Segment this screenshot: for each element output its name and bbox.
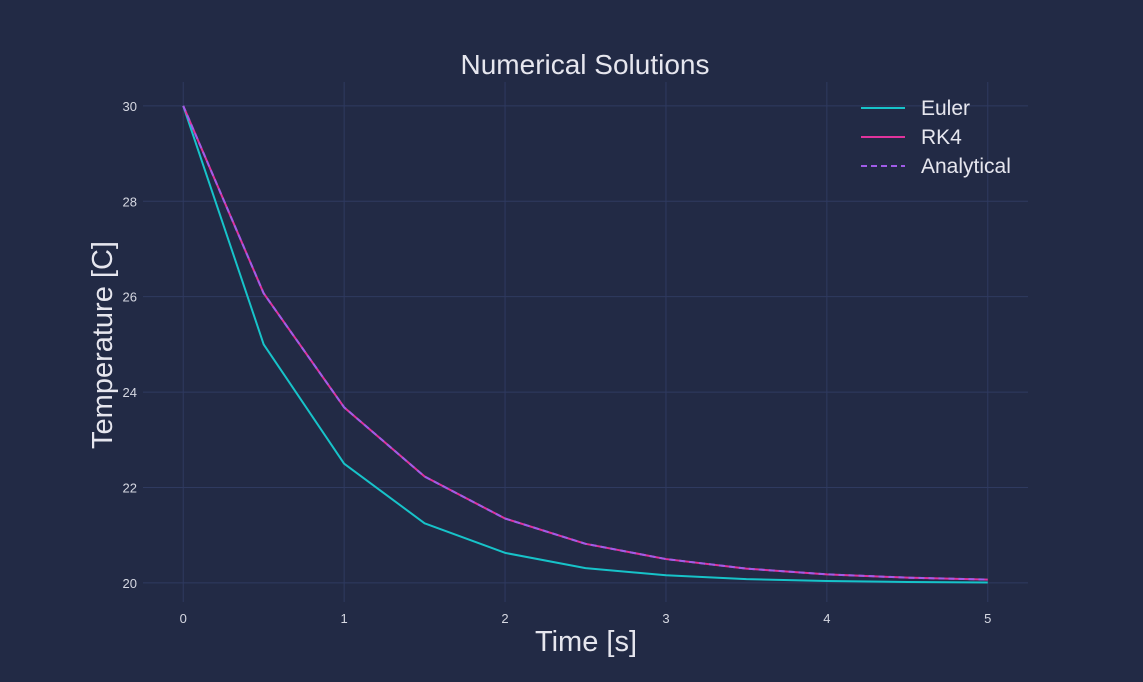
legend: Euler RK4 Analytical bbox=[861, 97, 1011, 178]
x-tick-label: 1 bbox=[341, 611, 348, 626]
legend-label-euler: Euler bbox=[921, 97, 970, 120]
y-tick-label: 20 bbox=[123, 576, 137, 591]
series-line-analytical bbox=[182, 105, 988, 581]
y-tick-label: 30 bbox=[123, 99, 137, 114]
series-lines bbox=[182, 105, 988, 584]
x-tick-label: 3 bbox=[662, 611, 669, 626]
series-line-euler bbox=[182, 105, 988, 584]
y-tick-label: 24 bbox=[123, 385, 137, 400]
x-tick-label: 2 bbox=[501, 611, 508, 626]
x-tick-label: 4 bbox=[823, 611, 830, 626]
tick-labels: 0 1 2 3 4 5 20 22 24 26 28 30 bbox=[123, 99, 992, 626]
y-axis-label: Temperature [C] bbox=[87, 241, 119, 449]
grid bbox=[143, 82, 1028, 602]
chart-title: Numerical Solutions bbox=[461, 49, 710, 80]
y-tick-label: 26 bbox=[123, 290, 137, 305]
x-tick-label: 5 bbox=[984, 611, 991, 626]
legend-label-analytical: Analytical bbox=[921, 155, 1011, 178]
y-tick-label: 22 bbox=[123, 481, 137, 496]
y-tick-label: 28 bbox=[123, 194, 137, 209]
x-axis-label: Time [s] bbox=[535, 626, 637, 658]
x-tick-label: 0 bbox=[180, 611, 187, 626]
legend-label-rk4: RK4 bbox=[921, 126, 962, 149]
